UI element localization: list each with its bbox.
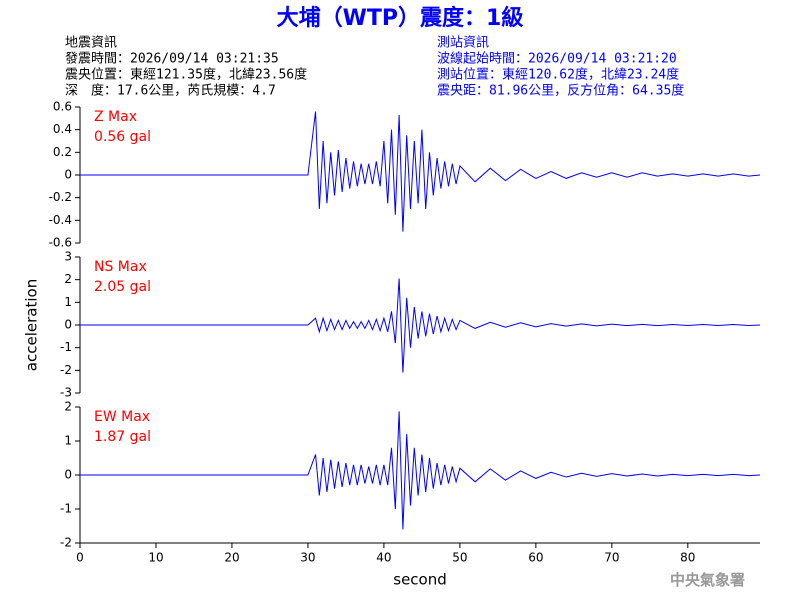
info-line: 地震資訊 [65,36,117,51]
x-tick-label: 50 [452,551,467,565]
y-tick-label: 2 [64,272,72,286]
max-label: 0.56 gal [94,129,151,145]
waveform [80,111,761,232]
x-tick-label: 10 [148,551,163,565]
y-tick-label: 0.2 [53,145,72,159]
y-tick-label: -1 [60,340,72,354]
y-axis-label: acceleration [23,279,41,371]
x-tick-label: 30 [300,551,315,565]
y-tick-label: 0.6 [53,100,72,114]
info-line: 震央距：81.96公里，反方位角：64.35度 [437,83,684,99]
x-axis-label: second [393,571,447,589]
footer: 中央氣象署 [670,571,745,589]
info-line: 發震時間：2026/09/14 03:21:35 [65,52,279,67]
info-line: 測站資訊 [437,36,489,51]
y-tick-label: 0 [64,168,72,182]
x-tick-label: 60 [528,551,543,565]
chart-title: 大埔（WTP）震度：1級 [277,5,524,31]
y-tick-label: 1 [64,434,72,448]
x-tick-label: 20 [224,551,239,565]
info-line: 深 度：17.6公里，芮氏規模：4.7 [65,83,276,99]
x-tick-label: 40 [376,551,391,565]
y-tick-label: -1 [60,502,72,516]
y-tick-label: -2 [60,536,72,550]
x-tick-label: 0 [76,551,84,565]
y-tick-label: -0.4 [49,213,72,227]
waveform [80,411,761,530]
y-tick-label: -0.6 [49,236,72,250]
max-label: 2.05 gal [94,279,151,295]
max-label: 1.87 gal [94,429,151,445]
y-tick-label: -2 [60,363,72,377]
y-tick-label: 3 [64,250,72,264]
y-tick-label: -0.2 [49,190,72,204]
waveform [80,278,761,373]
panel-label: Z Max [94,109,137,125]
y-tick-label: 0 [64,468,72,482]
panel-label: NS Max [94,259,147,275]
y-tick-label: 1 [64,295,72,309]
panel-label: EW Max [94,409,150,425]
info-line: 震央位置：東經121.35度，北緯23.56度 [65,67,307,83]
y-tick-label: -3 [60,386,72,400]
y-tick-label: 2 [64,400,72,414]
info-line: 測站位置：東經120.62度，北緯23.24度 [437,67,679,83]
x-tick-label: 70 [604,551,619,565]
y-tick-label: 0.4 [53,122,72,136]
y-tick-label: 0 [64,318,72,332]
info-line: 波線起始時間：2026/09/14 03:21:20 [437,51,677,67]
x-tick-label: 80 [680,551,695,565]
